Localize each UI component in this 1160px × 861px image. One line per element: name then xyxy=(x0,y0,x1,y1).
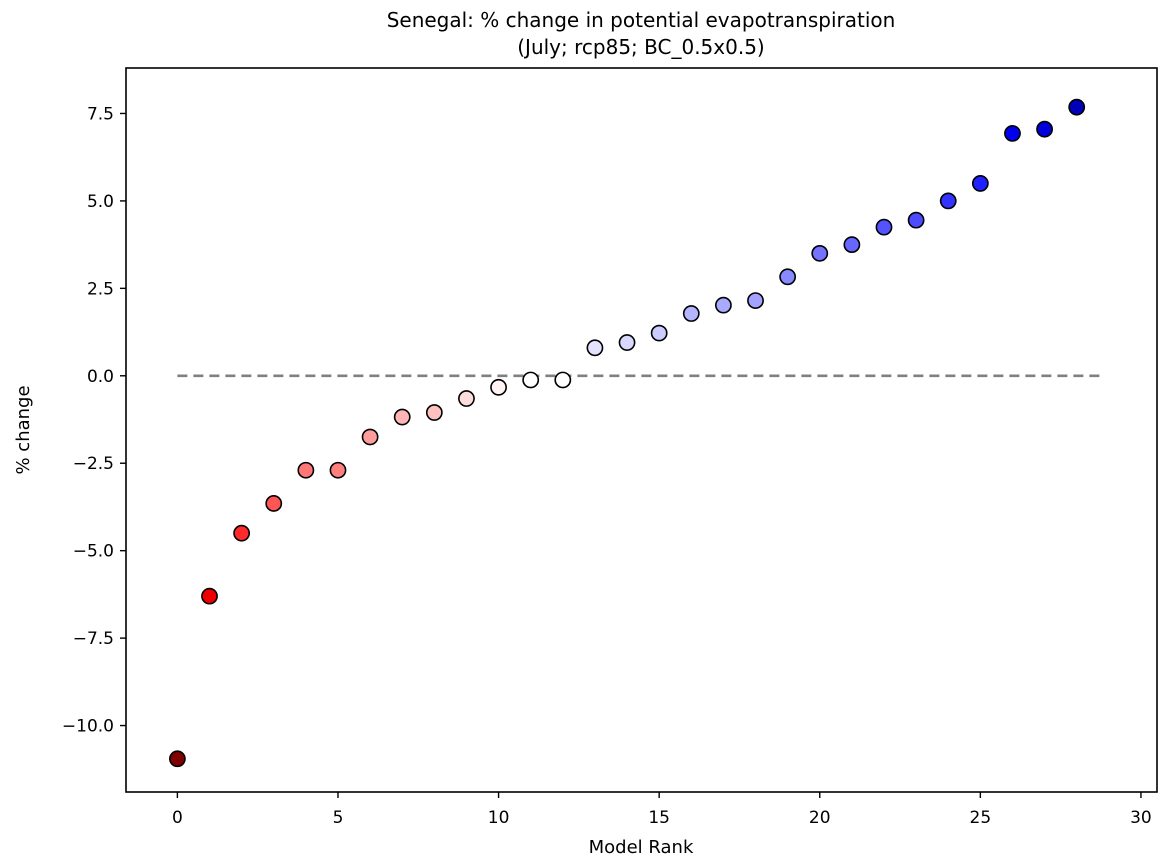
y-tick-label-0: −10.0 xyxy=(62,717,114,737)
data-point-10 xyxy=(490,378,507,396)
y-tick-label-1: −7.5 xyxy=(73,629,114,649)
x-tick-label-4: 20 xyxy=(809,808,831,828)
y-tick-label-4: 0.0 xyxy=(87,367,114,387)
data-point-19 xyxy=(779,268,797,286)
y-tick-label-3: −2.5 xyxy=(73,454,114,474)
data-point-0 xyxy=(168,750,186,768)
chart-title: Senegal: % change in potential evapotran… xyxy=(387,8,896,32)
data-point-13 xyxy=(586,339,604,357)
data-point-17 xyxy=(715,296,732,314)
data-point-6 xyxy=(361,428,379,446)
data-point-18 xyxy=(747,292,764,309)
data-point-4 xyxy=(297,461,315,479)
data-point-20 xyxy=(811,244,829,262)
data-point-28 xyxy=(1068,98,1086,116)
data-point-3 xyxy=(265,495,283,512)
data-point-22 xyxy=(875,218,893,236)
data-point-26 xyxy=(1004,125,1021,142)
x-tick-label-0: 0 xyxy=(172,808,183,828)
data-point-16 xyxy=(682,305,700,322)
y-axis-label: % change xyxy=(13,385,34,474)
y-tick-label-6: 5.0 xyxy=(87,192,114,212)
data-point-7 xyxy=(393,408,411,426)
data-point-9 xyxy=(458,390,475,407)
y-tick-label-5: 2.5 xyxy=(87,279,114,299)
data-point-14 xyxy=(618,334,636,351)
x-axis-label: Model Rank xyxy=(589,837,694,858)
data-point-5 xyxy=(329,461,347,479)
data-point-1 xyxy=(201,587,218,605)
data-point-27 xyxy=(1036,120,1053,138)
x-axis-ticks: 0 5 10 15 20 25 30 xyxy=(172,792,1152,828)
x-tick-label-6: 30 xyxy=(1130,808,1152,828)
data-point-21 xyxy=(843,236,861,254)
data-point-2 xyxy=(233,524,251,542)
chart-subtitle: (July; rcp85; BC_0.5x0.5) xyxy=(517,35,764,59)
data-point-12 xyxy=(554,371,572,389)
data-point-23 xyxy=(907,211,925,229)
x-tick-label-1: 5 xyxy=(333,808,344,828)
data-point-25 xyxy=(971,175,989,192)
plot-frame xyxy=(125,67,1158,793)
data-point-24 xyxy=(939,192,957,210)
y-tick-label-2: −5.0 xyxy=(73,542,114,562)
y-tick-label-7: 7.5 xyxy=(87,104,114,124)
data-points xyxy=(168,98,1086,768)
x-tick-label-5: 25 xyxy=(970,808,992,828)
data-point-11 xyxy=(522,371,540,389)
x-tick-label-3: 15 xyxy=(648,808,670,828)
y-axis-ticks: −10.0 −7.5 −5.0 −2.5 0.0 2.5 5.0 7.5 xyxy=(62,104,126,737)
data-point-8 xyxy=(425,404,443,421)
data-point-15 xyxy=(650,324,668,342)
x-tick-label-2: 10 xyxy=(488,808,510,828)
